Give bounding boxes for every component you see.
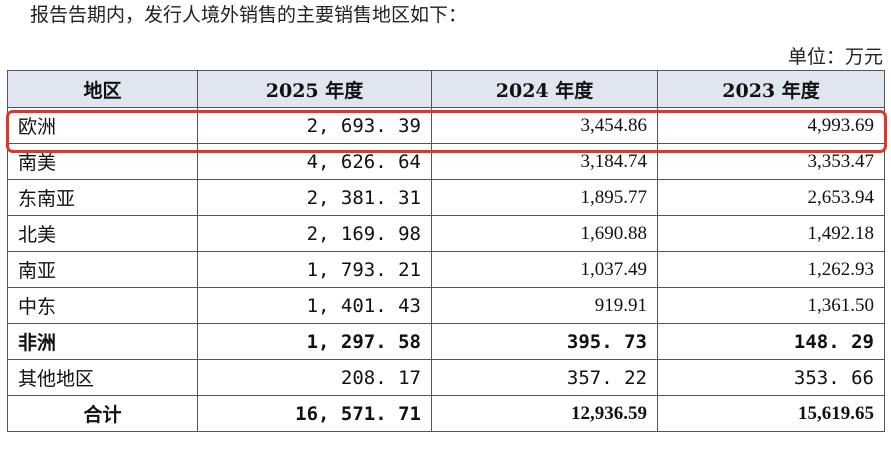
cell-2025: 208. 17 [197,359,432,396]
header-2025: 2025 年度 [197,70,432,108]
cell-2023: 1,492.18 [657,215,885,252]
cell-2023: 2,653.94 [657,179,885,216]
intro-paragraph: 报告告期内，发行人境外销售的主要销售地区如下： [30,4,468,26]
table-row: 北美 2, 169. 98 1,690.88 1,492.18 [7,215,885,252]
cell-2024: 1,895.77 [431,179,658,216]
cell-2025: 2, 169. 98 [197,215,432,252]
cell-2023: 148. 29 [657,323,885,360]
cell-total-label: 合计 [7,395,198,432]
cell-2024: 3,184.74 [431,143,658,180]
table-row: 南亚 1, 793. 21 1,037.49 1,262.93 [7,251,885,288]
cell-total-2024: 12,936.59 [431,395,658,432]
table-header-row: 地区 2025 年度 2024 年度 2023 年度 [7,70,885,108]
cell-2023: 353. 66 [657,359,885,396]
cell-2025: 2, 693. 39 [197,107,432,144]
cell-total-2023: 15,619.65 [657,395,885,432]
table-row: 中东 1, 401. 43 919.91 1,361.50 [7,287,885,324]
cell-region: 非洲 [7,323,198,360]
cell-region: 东南亚 [7,179,198,216]
cell-region: 北美 [7,215,198,252]
cell-2024: 919.91 [431,287,658,324]
cell-2024: 3,454.86 [431,107,658,144]
unit-label: 单位：万元 [787,46,883,68]
table-row: 南美 4, 626. 64 3,184.74 3,353.47 [7,143,885,180]
cell-region: 其他地区 [7,359,198,396]
cell-2025: 1, 793. 21 [197,251,432,288]
cell-region: 南美 [7,143,198,180]
cell-region: 中东 [7,287,198,324]
cell-region: 南亚 [7,251,198,288]
regional-sales-table: 地区 2025 年度 2024 年度 2023 年度 欧洲 2, 693. 39… [7,70,885,432]
cell-total-2025: 16, 571. 71 [197,395,432,432]
cell-2024: 357. 22 [431,359,658,396]
table-row: 其他地区 208. 17 357. 22 353. 66 [7,359,885,396]
cell-region: 欧洲 [7,107,198,144]
cell-2024: 1,690.88 [431,215,658,252]
cell-2023: 3,353.47 [657,143,885,180]
cell-2023: 1,262.93 [657,251,885,288]
header-region: 地区 [7,70,198,108]
cell-2023: 4,993.69 [657,107,885,144]
cell-2025: 4, 626. 64 [197,143,432,180]
header-2023: 2023 年度 [657,70,885,108]
cell-2025: 2, 381. 31 [197,179,432,216]
header-2024: 2024 年度 [431,70,658,108]
cell-2023: 1,361.50 [657,287,885,324]
cell-2024: 395. 73 [431,323,658,360]
table-total-row: 合计 16, 571. 71 12,936.59 15,619.65 [7,395,885,432]
table-row: 非洲 1, 297. 58 395. 73 148. 29 [7,323,885,360]
table-row: 东南亚 2, 381. 31 1,895.77 2,653.94 [7,179,885,216]
cell-2025: 1, 401. 43 [197,287,432,324]
table-row: 欧洲 2, 693. 39 3,454.86 4,993.69 [7,107,885,144]
cell-2024: 1,037.49 [431,251,658,288]
cell-2025: 1, 297. 58 [197,323,432,360]
